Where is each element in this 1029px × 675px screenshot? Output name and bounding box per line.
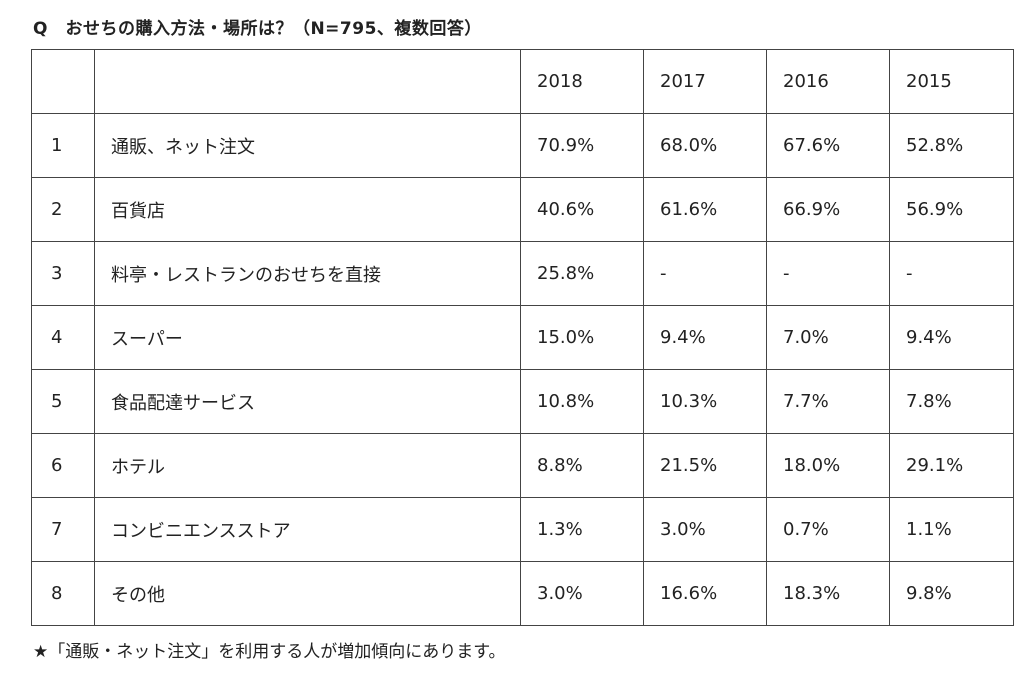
header-cell-2015: 2015 xyxy=(889,49,1014,114)
method-cell: スーパー xyxy=(94,305,521,370)
value-cell-2017: 68.0% xyxy=(643,113,767,178)
method-cell: その他 xyxy=(94,561,521,626)
table-row: 2 百貨店 40.6% 61.6% 66.9% 56.9% xyxy=(31,177,1014,242)
value-cell-2015: - xyxy=(889,241,1014,306)
rank-cell: 6 xyxy=(31,433,95,498)
value-cell-2017: 9.4% xyxy=(643,305,767,370)
header-cell-2017: 2017 xyxy=(643,49,767,114)
header-cell-rank xyxy=(31,49,95,114)
value-cell-2018: 70.9% xyxy=(520,113,644,178)
value-cell-2018: 25.8% xyxy=(520,241,644,306)
value-cell-2015: 1.1% xyxy=(889,497,1014,562)
value-cell-2017: 61.6% xyxy=(643,177,767,242)
value-cell-2017: 16.6% xyxy=(643,561,767,626)
method-cell: コンビニエンスストア xyxy=(94,497,521,562)
value-cell-2016: 66.9% xyxy=(766,177,890,242)
value-cell-2017: - xyxy=(643,241,767,306)
value-cell-2016: 7.0% xyxy=(766,305,890,370)
method-cell: 百貨店 xyxy=(94,177,521,242)
table-title: Q おせちの購入方法・場所は？（N=795、複数回答） xyxy=(33,19,482,39)
value-cell-2016: 7.7% xyxy=(766,369,890,434)
table-row: 7 コンビニエンスストア 1.3% 3.0% 0.7% 1.1% xyxy=(31,497,1014,562)
header-cell-2016: 2016 xyxy=(766,49,890,114)
method-cell: 食品配達サービス xyxy=(94,369,521,434)
survey-table: 2018 2017 2016 2015 1 通販、ネット注文 70.9% 68.… xyxy=(31,49,1014,626)
value-cell-2016: 18.3% xyxy=(766,561,890,626)
value-cell-2017: 10.3% xyxy=(643,369,767,434)
value-cell-2016: 67.6% xyxy=(766,113,890,178)
table-header-row: 2018 2017 2016 2015 xyxy=(31,49,1014,114)
rank-cell: 5 xyxy=(31,369,95,434)
rank-cell: 7 xyxy=(31,497,95,562)
value-cell-2016: 0.7% xyxy=(766,497,890,562)
table-row: 3 料亭・レストランのおせちを直接 25.8% - - - xyxy=(31,241,1014,306)
value-cell-2018: 15.0% xyxy=(520,305,644,370)
value-cell-2015: 9.4% xyxy=(889,305,1014,370)
value-cell-2015: 9.8% xyxy=(889,561,1014,626)
value-cell-2017: 21.5% xyxy=(643,433,767,498)
rank-cell: 3 xyxy=(31,241,95,306)
value-cell-2018: 1.3% xyxy=(520,497,644,562)
table-row: 4 スーパー 15.0% 9.4% 7.0% 9.4% xyxy=(31,305,1014,370)
value-cell-2018: 8.8% xyxy=(520,433,644,498)
header-cell-method xyxy=(94,49,521,114)
header-cell-2018: 2018 xyxy=(520,49,644,114)
table-row: 1 通販、ネット注文 70.9% 68.0% 67.6% 52.8% xyxy=(31,113,1014,178)
footnote: ★「通販・ネット注文」を利用する人が増加傾向にあります。 xyxy=(33,642,506,662)
value-cell-2016: - xyxy=(766,241,890,306)
value-cell-2016: 18.0% xyxy=(766,433,890,498)
table-row: 6 ホテル 8.8% 21.5% 18.0% 29.1% xyxy=(31,433,1014,498)
method-cell: ホテル xyxy=(94,433,521,498)
rank-cell: 2 xyxy=(31,177,95,242)
value-cell-2018: 40.6% xyxy=(520,177,644,242)
method-cell: 料亭・レストランのおせちを直接 xyxy=(94,241,521,306)
value-cell-2015: 52.8% xyxy=(889,113,1014,178)
value-cell-2017: 3.0% xyxy=(643,497,767,562)
rank-cell: 4 xyxy=(31,305,95,370)
value-cell-2015: 56.9% xyxy=(889,177,1014,242)
rank-cell: 8 xyxy=(31,561,95,626)
value-cell-2015: 29.1% xyxy=(889,433,1014,498)
table-row: 8 その他 3.0% 16.6% 18.3% 9.8% xyxy=(31,561,1014,626)
method-cell: 通販、ネット注文 xyxy=(94,113,521,178)
rank-cell: 1 xyxy=(31,113,95,178)
value-cell-2015: 7.8% xyxy=(889,369,1014,434)
value-cell-2018: 10.8% xyxy=(520,369,644,434)
table-row: 5 食品配達サービス 10.8% 10.3% 7.7% 7.8% xyxy=(31,369,1014,434)
value-cell-2018: 3.0% xyxy=(520,561,644,626)
